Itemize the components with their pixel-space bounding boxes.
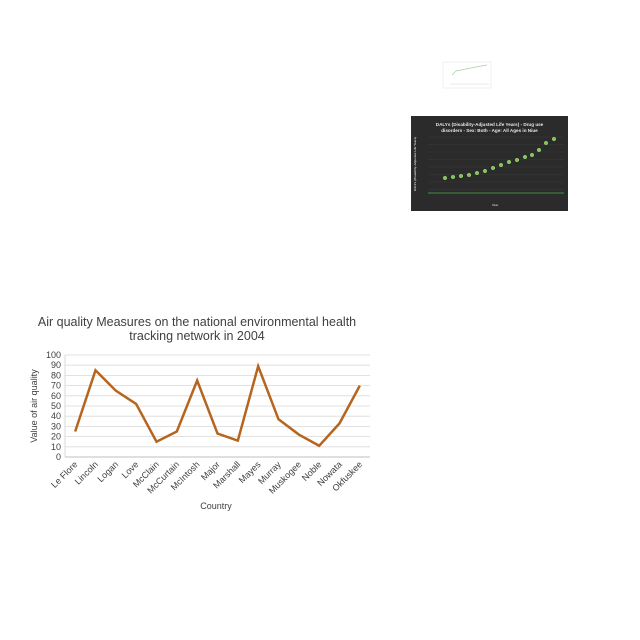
y-tick-label: 30 bbox=[51, 421, 61, 431]
dalys-title-line-1: DALYs (Disability-Adjusted Life Years) -… bbox=[436, 122, 544, 127]
y-tick-label: 0 bbox=[56, 452, 61, 462]
dalys-point bbox=[483, 168, 488, 173]
x-axis-label: Country bbox=[200, 501, 232, 511]
thumbnail-chart bbox=[442, 61, 492, 89]
y-tick-label: 20 bbox=[51, 432, 61, 442]
x-tick-label: Logan bbox=[95, 459, 120, 484]
y-tick-label: 50 bbox=[51, 401, 61, 411]
dalys-point bbox=[467, 172, 472, 177]
y-tick-label: 40 bbox=[51, 411, 61, 421]
data-points bbox=[75, 366, 360, 446]
x-tick-label: Lincoln bbox=[73, 459, 100, 486]
dalys-point bbox=[537, 147, 542, 152]
y-axis-label: Value of air quality bbox=[29, 369, 39, 443]
dalys-point bbox=[515, 157, 520, 162]
chart-title-line-2: tracking network in 2004 bbox=[129, 329, 265, 343]
dalys-points bbox=[443, 136, 557, 180]
dalys-title-line-2: disorders - Sex: Both - Age: All Ages in… bbox=[441, 128, 538, 133]
dalys-point bbox=[544, 140, 549, 145]
x-tick-label: Le Flore bbox=[49, 459, 79, 489]
dalys-point bbox=[499, 162, 504, 167]
dalys-background bbox=[411, 116, 568, 211]
dalys-point bbox=[552, 136, 557, 141]
dalys-point bbox=[443, 175, 448, 180]
thumbnail-frame bbox=[442, 61, 492, 89]
dalys-point bbox=[459, 173, 464, 178]
dalys-point bbox=[491, 165, 496, 170]
dalys-y-axis-label: DALYs (Disability-Adjusted Life Years) bbox=[413, 137, 417, 192]
thumbnail-line bbox=[451, 64, 488, 76]
dalys-point bbox=[507, 159, 512, 164]
dalys-point bbox=[475, 170, 480, 175]
y-tick-label: 80 bbox=[51, 370, 61, 380]
dalys-point bbox=[530, 152, 535, 157]
air-quality-chart: Air quality Measures on the national env… bbox=[29, 315, 370, 511]
y-tick-label: 100 bbox=[46, 350, 61, 360]
chart-title-line-1: Air quality Measures on the national env… bbox=[38, 315, 356, 329]
dalys-point bbox=[523, 154, 528, 159]
y-tick-label: 60 bbox=[51, 391, 61, 401]
dalys-chart: DALYs (Disability-Adjusted Life Years) -… bbox=[411, 116, 568, 211]
y-tick-label: 90 bbox=[51, 360, 61, 370]
dalys-x-axis-label: Year bbox=[492, 203, 499, 207]
y-tick-label: 10 bbox=[51, 442, 61, 452]
y-tick-label: 70 bbox=[51, 381, 61, 391]
dalys-point bbox=[451, 174, 456, 179]
dalys-gridlines bbox=[428, 136, 564, 190]
